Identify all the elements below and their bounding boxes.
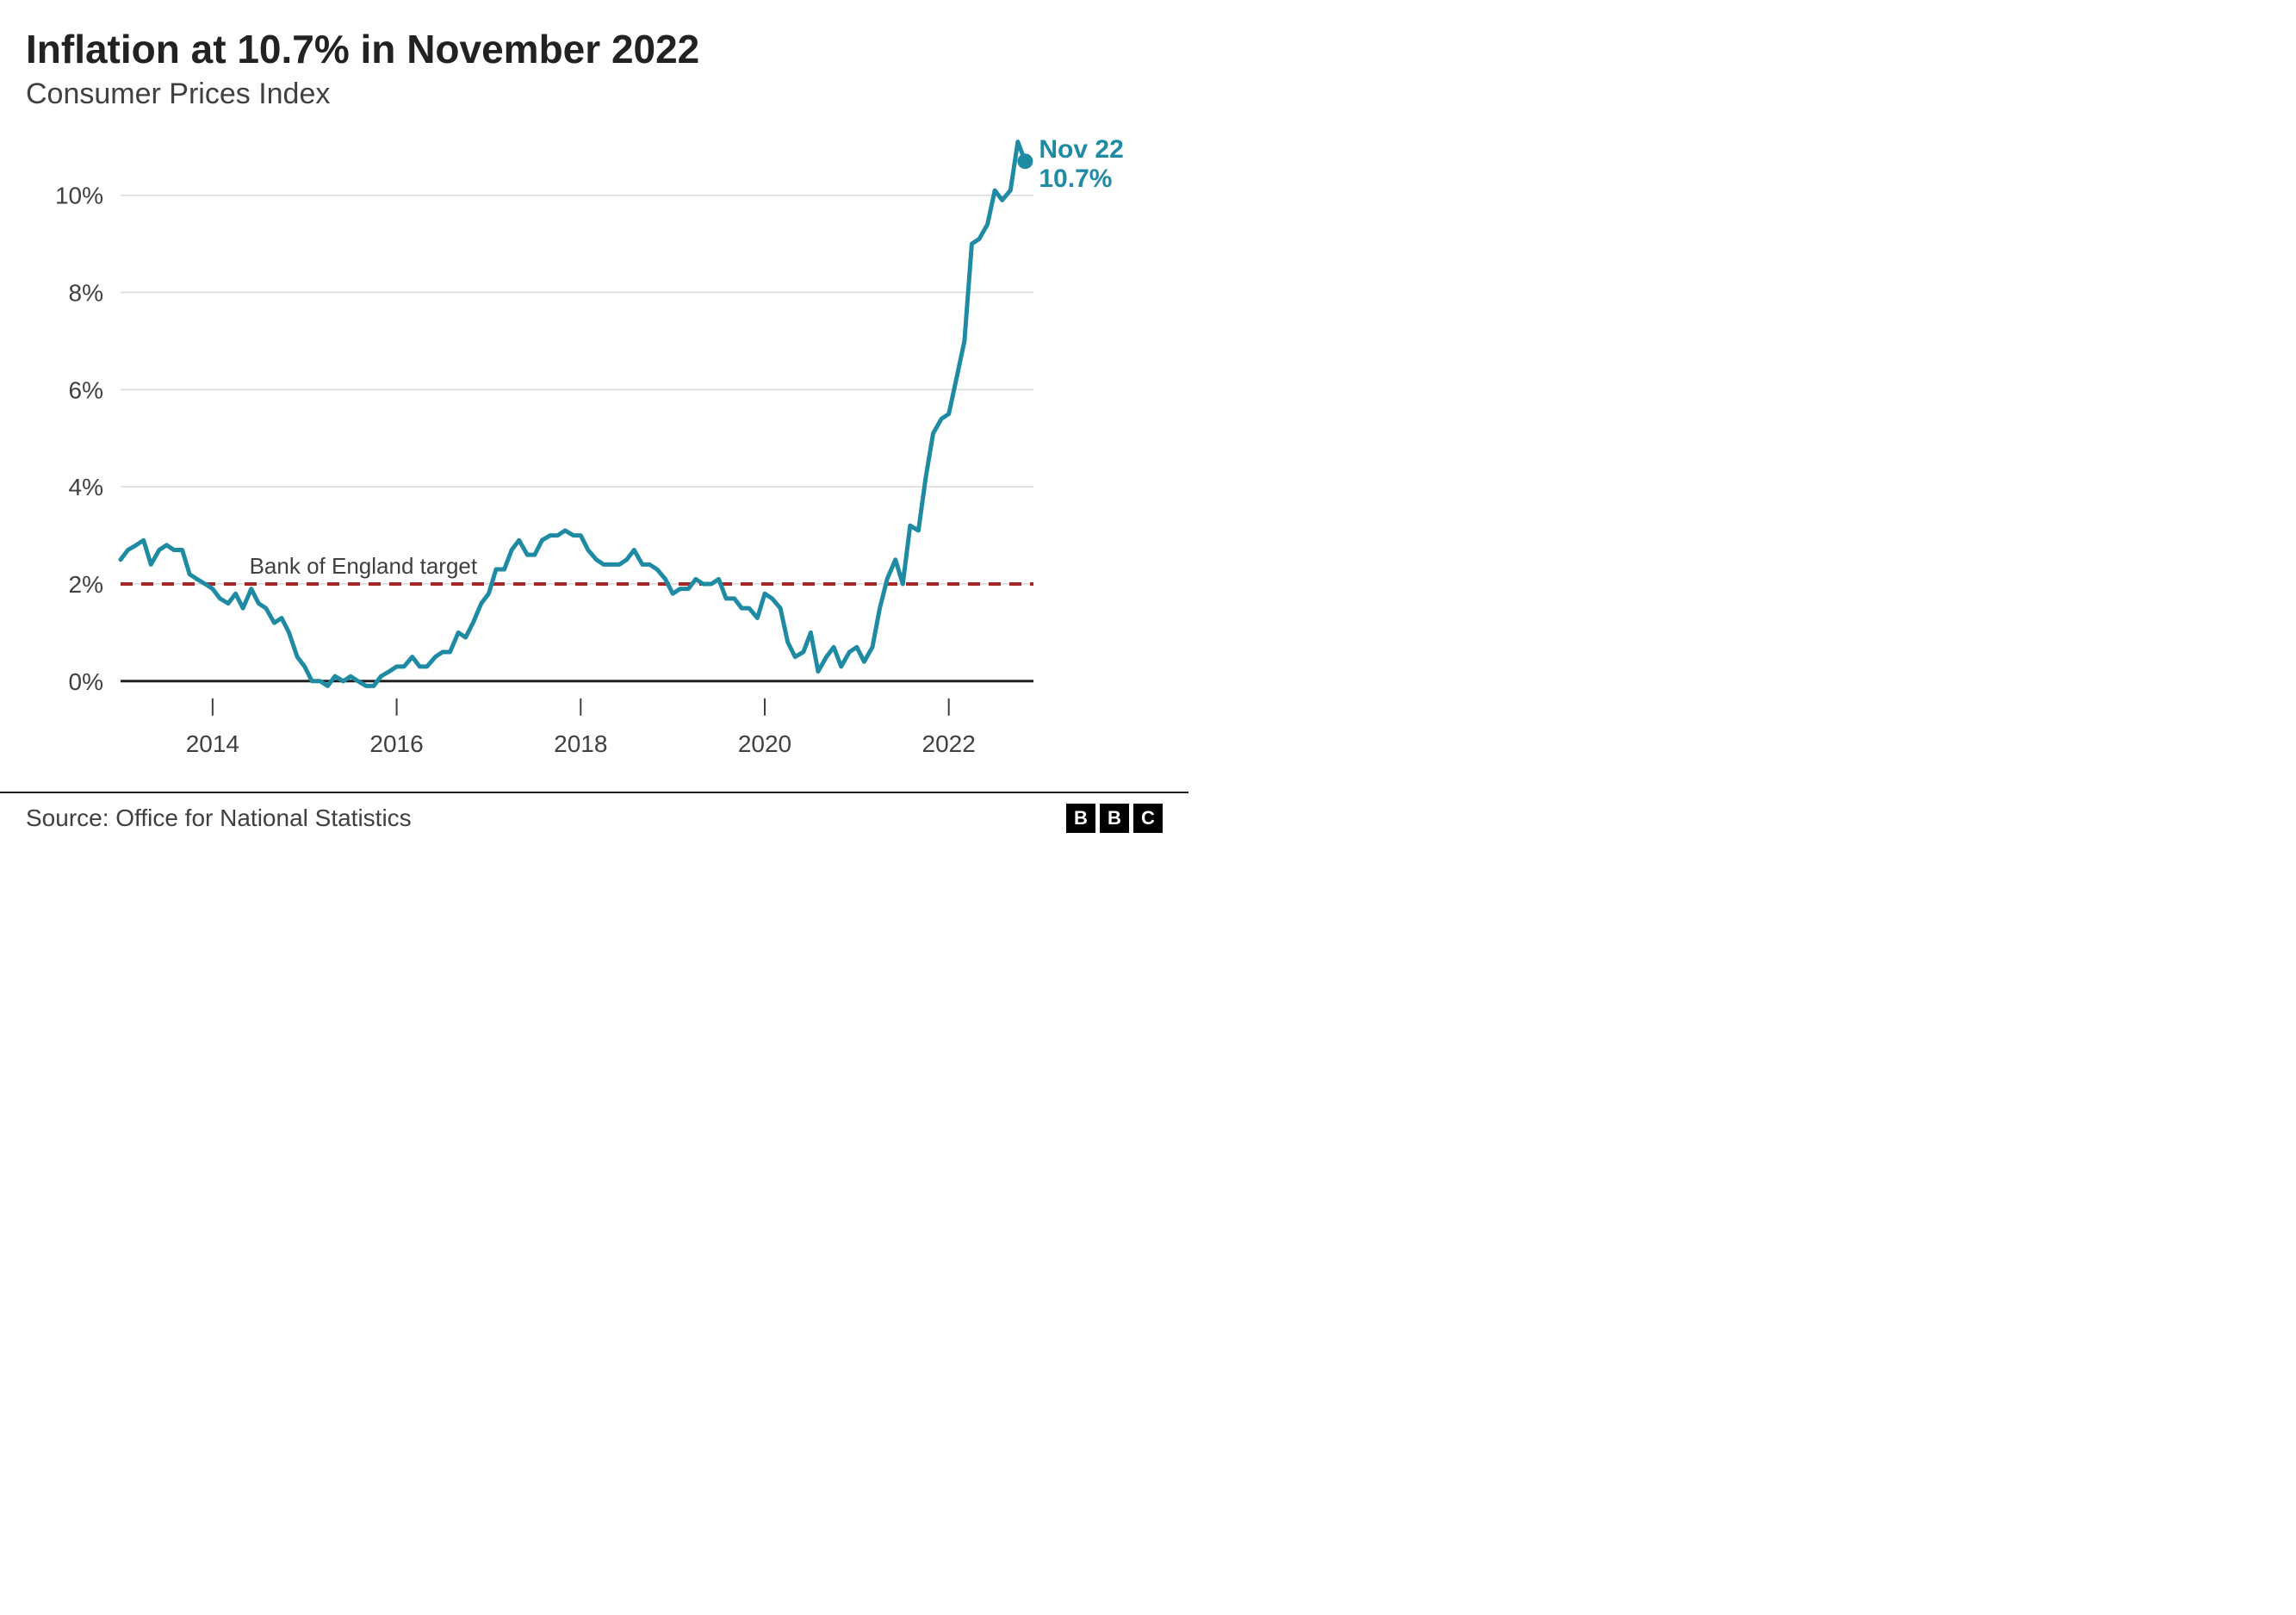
chart-title: Inflation at 10.7% in November 2022: [26, 26, 1188, 72]
svg-text:2022: 2022: [922, 730, 976, 757]
chart-footer: Source: Office for National Statistics B…: [0, 792, 1188, 850]
chart-subtitle: Consumer Prices Index: [26, 78, 1188, 111]
source-text: Source: Office for National Statistics: [26, 804, 412, 832]
bbc-logo-letter: B: [1066, 804, 1095, 833]
bbc-logo: B B C: [1066, 804, 1163, 833]
svg-text:Bank of England target: Bank of England target: [250, 553, 478, 579]
svg-text:4%: 4%: [69, 474, 103, 500]
svg-text:10%: 10%: [55, 183, 103, 209]
svg-text:Nov 22: Nov 22: [1039, 135, 1123, 164]
svg-text:2016: 2016: [369, 730, 423, 757]
chart-container: Inflation at 10.7% in November 2022 Cons…: [0, 0, 1188, 850]
bbc-logo-letter: C: [1133, 804, 1163, 833]
line-chart-svg: 0% 2% 4% 6% 8% 10% 2014 2016 2018 2020 2022 Bank of…: [0, 120, 1188, 792]
svg-text:2018: 2018: [554, 730, 607, 757]
svg-text:2020: 2020: [738, 730, 791, 757]
svg-text:0%: 0%: [69, 668, 103, 695]
bbc-logo-letter: B: [1100, 804, 1129, 833]
svg-text:10.7%: 10.7%: [1039, 165, 1112, 193]
plot-area: 0% 2% 4% 6% 8% 10% 2014 2016 2018 2020 2022 Bank of…: [0, 120, 1188, 792]
svg-text:2%: 2%: [69, 571, 103, 598]
svg-text:6%: 6%: [69, 376, 103, 403]
svg-text:2014: 2014: [186, 730, 239, 757]
svg-text:8%: 8%: [69, 280, 103, 307]
